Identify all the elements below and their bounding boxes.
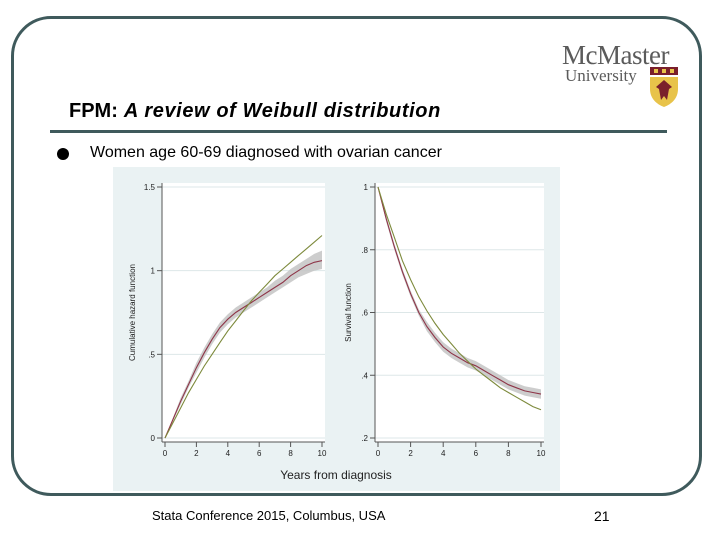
x-tick-label: 4 — [226, 449, 231, 458]
x-tick-label: 2 — [194, 449, 199, 458]
slide-title: FPM: A review of Weibull distribution — [69, 100, 441, 123]
x-tick-label: 4 — [441, 449, 446, 458]
y-tick-label: .4 — [361, 371, 368, 380]
logo-name: McMaster — [562, 40, 669, 70]
page-number: 21 — [594, 508, 610, 524]
x-tick-label: 10 — [537, 449, 546, 458]
title-prefix: FPM: — [69, 100, 118, 122]
y-tick-label: 0 — [151, 434, 156, 443]
x-tick-label: 10 — [318, 449, 327, 458]
bullet-text: Women age 60-69 diagnosed with ovarian c… — [90, 144, 442, 161]
x-tick-label: 8 — [288, 449, 293, 458]
title-divider — [50, 130, 667, 133]
y-tick-label: 1 — [364, 183, 369, 192]
y-axis-label: Survival function — [344, 283, 353, 342]
y-tick-label: .6 — [361, 309, 368, 318]
bullet-icon — [57, 148, 69, 160]
mcmaster-logo: McMaster University — [562, 40, 682, 110]
chart-figure: Years from diagnosis 0.511.50 2 4 6 8 10Cumul… — [113, 167, 560, 491]
y-tick-label: .2 — [361, 434, 368, 443]
slide-frame — [11, 16, 702, 496]
x-tick-label: 2 — [408, 449, 413, 458]
series-line — [164, 235, 323, 439]
footer-text: Stata Conference 2015, Columbus, USA — [152, 508, 386, 523]
series-line — [164, 260, 323, 439]
x-tick-label: 6 — [474, 449, 479, 458]
title-italic: A review of Weibull distribution — [123, 100, 441, 122]
x-axis-label: Years from diagnosis — [280, 468, 392, 482]
logo-subtitle: University — [565, 66, 637, 85]
y-axis-label: Cumulative hazard function — [128, 264, 137, 361]
y-tick-label: .8 — [361, 246, 368, 255]
confidence-band — [165, 250, 322, 438]
x-tick-label: 0 — [376, 449, 381, 458]
x-tick-label: 0 — [163, 449, 168, 458]
x-tick-label: 6 — [257, 449, 262, 458]
y-tick-label: 1 — [151, 267, 156, 276]
y-tick-label: .5 — [148, 350, 155, 359]
crest-icon — [650, 67, 678, 107]
series-line — [377, 186, 542, 395]
y-tick-label: 1.5 — [144, 183, 156, 192]
x-tick-label: 8 — [506, 449, 511, 458]
series-line — [377, 186, 542, 411]
